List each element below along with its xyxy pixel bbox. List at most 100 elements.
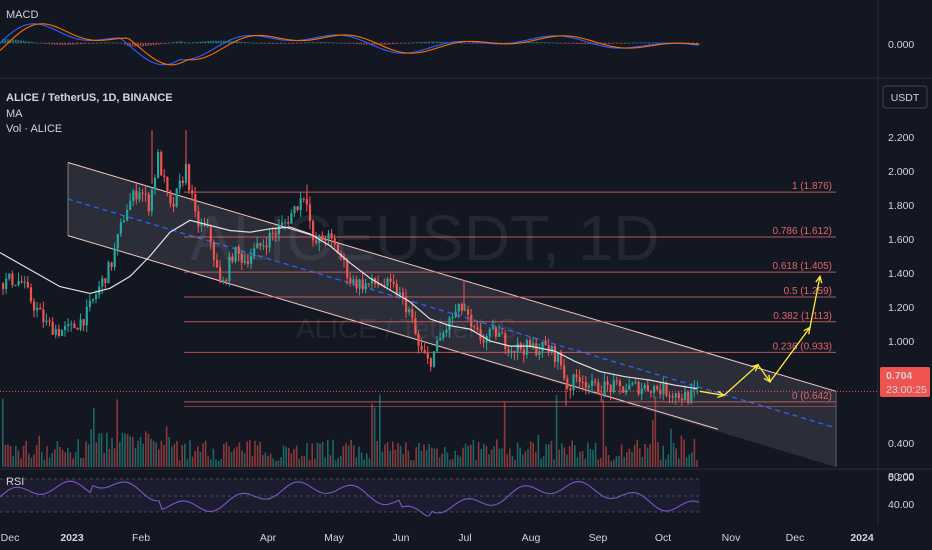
- time-tick: Sep: [589, 532, 608, 544]
- macd-histogram-bar: [693, 43, 696, 44]
- volume-bar: [15, 445, 17, 467]
- candle-body: [324, 239, 327, 241]
- macd-histogram-bar: [605, 43, 607, 44]
- candle-body: [188, 164, 191, 191]
- candle-body: [476, 327, 479, 330]
- candle-body: [172, 203, 175, 207]
- volume-bar: [93, 408, 95, 467]
- macd-histogram-bar: [33, 42, 35, 43]
- volume-bar: [67, 448, 69, 467]
- macd-histogram-bar: [553, 42, 555, 44]
- candle-body: [504, 333, 507, 349]
- volume-bar: [48, 457, 51, 467]
- macd-histogram-bar: [111, 42, 113, 44]
- candle-body: [550, 345, 553, 353]
- candle-body: [2, 283, 5, 289]
- volume-legend[interactable]: Vol · ALICE: [6, 123, 62, 135]
- volume-bar: [324, 457, 326, 467]
- candle-body: [132, 190, 135, 201]
- candle-body: [448, 317, 451, 330]
- volume-bar: [25, 440, 27, 467]
- candle-body: [445, 329, 448, 333]
- price-tick: 1.800: [888, 200, 914, 212]
- volume-bar: [675, 448, 677, 467]
- macd-histogram-bar: [262, 43, 264, 44]
- volume-bar: [254, 440, 256, 467]
- volume-bar: [301, 456, 303, 467]
- macd-histogram-bar: [397, 43, 399, 44]
- volume-bar: [558, 449, 560, 467]
- candle-body: [451, 317, 454, 319]
- candle-body: [8, 273, 11, 279]
- volume-bar: [173, 443, 176, 467]
- currency-button[interactable]: USDT: [882, 85, 928, 109]
- candle-body: [442, 332, 445, 339]
- volume-bar: [405, 442, 407, 467]
- candle-body: [88, 300, 91, 307]
- candle-body: [566, 378, 569, 389]
- macd-histogram-bar: [163, 43, 165, 44]
- macd-histogram-bar: [340, 42, 342, 44]
- macd-histogram-bar: [72, 43, 74, 45]
- volume-bar: [113, 448, 116, 467]
- volume-bar: [436, 448, 438, 467]
- macd-histogram-bar: [210, 40, 212, 43]
- macd-histogram-bar: [93, 43, 95, 44]
- price-pane[interactable]: 1 (1.876) 0.786 (1.612) 0.618 (1.405) 0.5 (…: [0, 130, 878, 467]
- volume-bar: [202, 443, 204, 467]
- candle-body: [64, 325, 67, 330]
- volume-bar: [35, 444, 38, 467]
- volume-bar: [64, 452, 66, 467]
- macd-histogram-bar: [581, 43, 584, 45]
- currency-button-label[interactable]: USDT: [891, 92, 920, 104]
- volume-bar: [371, 403, 373, 467]
- candle-body: [138, 192, 141, 200]
- volume-bar: [246, 441, 248, 467]
- macd-histogram-bar: [392, 43, 394, 45]
- candle-body: [547, 345, 550, 353]
- candle-body: [535, 343, 538, 356]
- volume-bar: [506, 454, 508, 467]
- macd-label: MACD: [6, 9, 38, 21]
- candle-body: [581, 381, 584, 383]
- macd-histogram-bar: [256, 43, 259, 44]
- candle-body: [414, 318, 417, 334]
- macd-histogram-bar: [319, 42, 321, 43]
- candle-body: [467, 309, 470, 315]
- macd-histogram-bar: [431, 41, 433, 43]
- macd-histogram-bar: [311, 42, 313, 43]
- candle-body: [302, 198, 305, 200]
- volume-bar: [126, 434, 129, 467]
- candle-body: [200, 222, 203, 227]
- candle-body: [355, 279, 358, 289]
- volume-bar: [451, 458, 454, 467]
- candle-body: [243, 260, 246, 263]
- candle-body: [287, 222, 290, 224]
- volume-bar: [111, 438, 113, 467]
- macd-histogram-bar: [613, 43, 615, 44]
- candle-body: [488, 328, 491, 336]
- price-axis[interactable]: 2.2002.0001.8001.6001.4001.2001.0000.800…: [888, 132, 914, 484]
- volume-bar: [288, 447, 290, 467]
- volume-bar: [633, 444, 636, 467]
- candle-body: [126, 210, 129, 221]
- symbol-title[interactable]: ALICE / TetherUS, 1D, BINANCE: [6, 92, 173, 104]
- time-axis[interactable]: Dec 2023 Feb Apr May Jun Jul Aug Sep Oct Nov Dec 202…: [1, 532, 874, 544]
- macd-histogram-bar: [342, 43, 345, 44]
- volume-bar: [457, 454, 459, 467]
- time-tick: 2023: [60, 532, 84, 544]
- macd-histogram-bar: [475, 43, 477, 44]
- ma-legend[interactable]: MA: [6, 108, 23, 120]
- candle-body: [392, 281, 395, 284]
- candle-body: [45, 320, 48, 323]
- volume-bar: [217, 460, 220, 467]
- volume-bar: [644, 444, 646, 467]
- time-tick: Aug: [522, 532, 541, 544]
- volume-bar: [295, 445, 298, 467]
- macd-histogram-bar: [139, 43, 142, 47]
- macd-histogram-bar: [220, 40, 222, 43]
- price-tick: 0.400: [888, 438, 914, 450]
- volume-bar: [74, 452, 77, 467]
- candle-body: [420, 345, 423, 351]
